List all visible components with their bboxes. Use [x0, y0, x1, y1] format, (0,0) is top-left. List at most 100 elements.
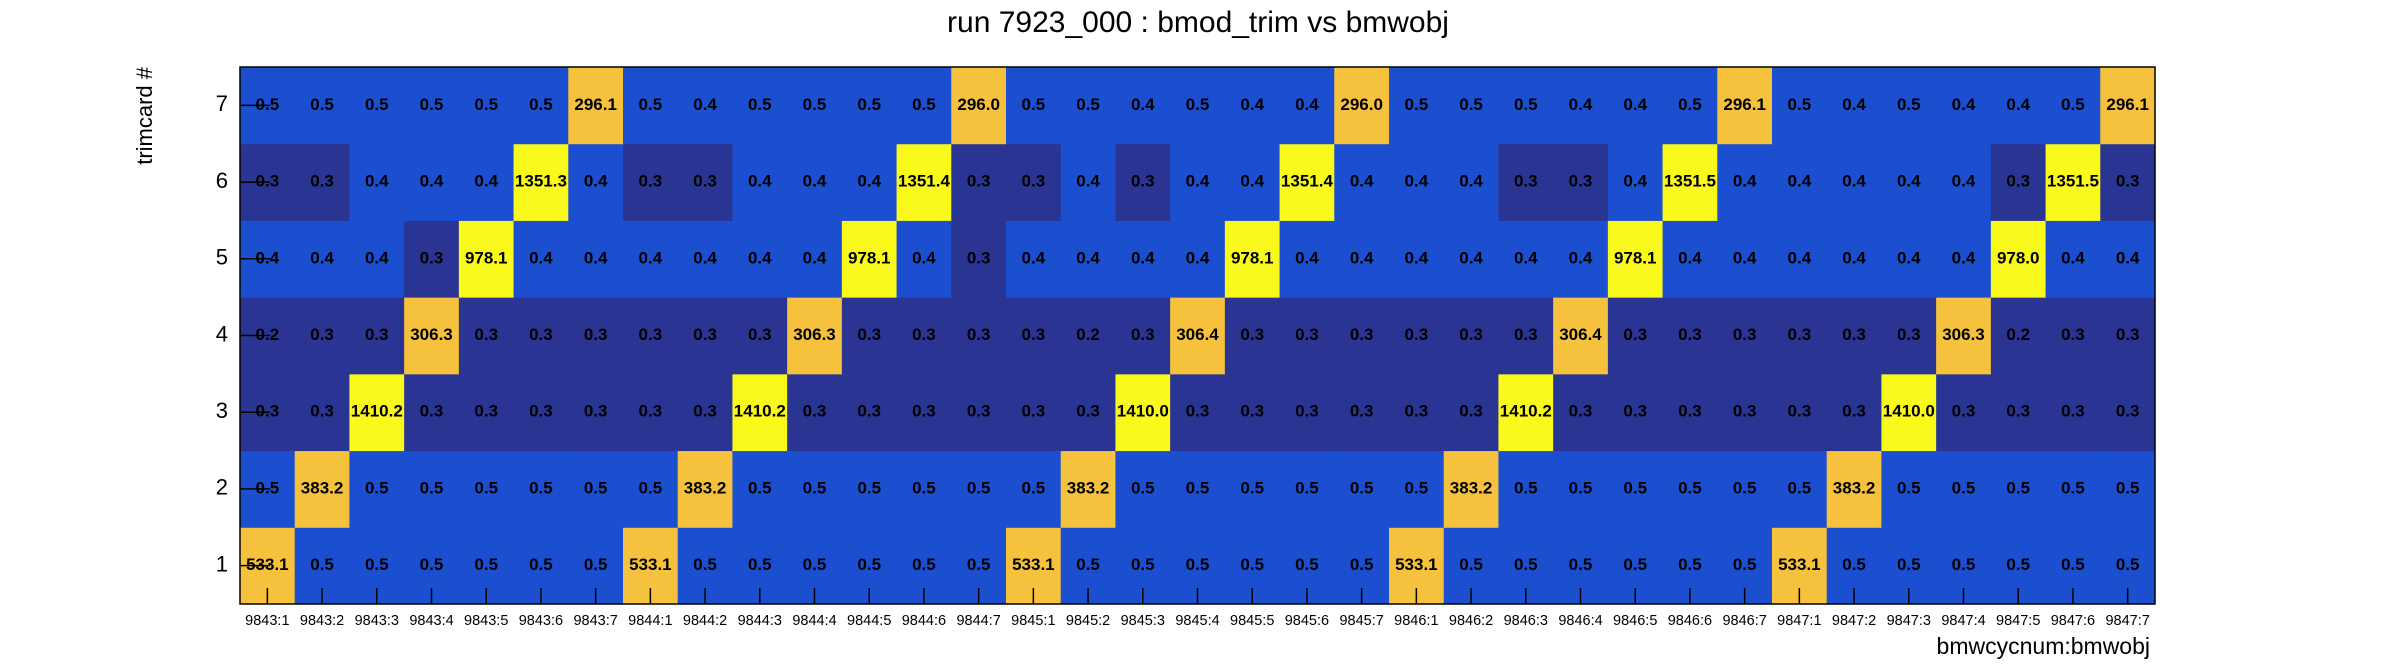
heatmap-cell — [513, 373, 569, 452]
cell-label: 0.4 — [1459, 172, 1483, 191]
heatmap-cell — [1170, 450, 1226, 528]
cell-label: 0.5 — [474, 555, 498, 574]
cell-label: 0.5 — [584, 555, 608, 574]
heatmap-cell — [404, 143, 460, 221]
cell-label: 0.2 — [2006, 325, 2030, 344]
cell-label: 0.5 — [310, 555, 334, 574]
cell-label: 0.5 — [912, 555, 936, 574]
heatmap-cell — [349, 220, 405, 298]
y-axis-title: trimcard # — [132, 66, 157, 165]
heatmap-cell — [1170, 220, 1226, 298]
x-tick-label: 9843:2 — [300, 613, 344, 629]
heatmap-cell — [1334, 373, 1390, 452]
heatmap-cell — [1607, 450, 1664, 528]
heatmap-cell — [1334, 67, 1390, 145]
heatmap-cell — [896, 450, 952, 528]
x-tick-label: 9847:4 — [1941, 613, 1985, 629]
heatmap-cell — [677, 450, 733, 528]
heatmap-cell — [1389, 297, 1445, 375]
heatmap-cell — [1498, 143, 1554, 221]
x-tick-label: 9844:3 — [738, 613, 782, 629]
cell-label: 0.5 — [1186, 95, 1210, 114]
cell-label: 0.3 — [1569, 402, 1593, 421]
cell-label: 0.5 — [1405, 95, 1429, 114]
cell-label: 0.4 — [1405, 248, 1429, 267]
cell-label: 0.5 — [1186, 555, 1210, 574]
cell-label: 0.5 — [967, 555, 991, 574]
cell-label: 0.3 — [1405, 402, 1429, 421]
heatmap-cell — [294, 220, 350, 298]
cell-label: 0.5 — [1022, 478, 1046, 497]
heatmap-cell — [841, 67, 898, 145]
cell-label: 0.3 — [1022, 402, 1046, 421]
cell-label: 0.4 — [1022, 248, 1046, 267]
heatmap-cell — [1279, 220, 1335, 298]
x-tick-label: 9844:4 — [792, 613, 836, 629]
heatmap-cell — [623, 373, 679, 452]
heatmap-cell — [787, 373, 843, 452]
x-tick-label: 9843:4 — [409, 613, 453, 629]
x-tick-label: 9847:2 — [1832, 613, 1876, 629]
cell-label: 0.4 — [310, 248, 334, 267]
cell-label: 0.4 — [1569, 95, 1593, 114]
cell-label: 0.5 — [1897, 555, 1921, 574]
cell-label: 383.2 — [1067, 478, 1110, 497]
cell-label: 978.1 — [465, 248, 508, 267]
cell-label: 0.4 — [1076, 248, 1100, 267]
heatmap-cell — [1990, 220, 2047, 298]
heatmap-cell — [1443, 143, 1499, 221]
heatmap-cell — [1662, 220, 1718, 298]
cell-label: 0.4 — [1569, 248, 1593, 267]
heatmap-cell — [841, 143, 898, 221]
y-tick-label: 3 — [216, 398, 228, 423]
heatmap-cell — [841, 373, 898, 452]
heatmap-cell — [677, 220, 733, 298]
heatmap-cell — [568, 297, 624, 375]
heatmap-cell — [623, 297, 679, 375]
cell-label: 1351.5 — [2047, 172, 2099, 191]
heatmap-cell — [1990, 143, 2047, 221]
heatmap-cell — [1389, 450, 1445, 528]
heatmap-cell — [1936, 450, 1992, 528]
heatmap-cell — [1334, 143, 1390, 221]
cell-label: 0.3 — [1131, 325, 1155, 344]
heatmap-cell — [1170, 143, 1226, 221]
heatmap-cell — [1115, 67, 1171, 145]
cell-label: 533.1 — [246, 555, 289, 574]
heatmap-cell — [1717, 297, 1773, 375]
cell-label: 0.3 — [1076, 402, 1100, 421]
cell-label: 0.3 — [2061, 402, 2085, 421]
cell-label: 0.5 — [1788, 478, 1812, 497]
cell-label: 0.5 — [1076, 555, 1100, 574]
heatmap-cell — [1607, 67, 1664, 145]
heatmap-cell — [1990, 450, 2047, 528]
cell-label: 0.5 — [748, 478, 772, 497]
cell-label: 0.5 — [1295, 478, 1319, 497]
heatmap-cell — [1881, 143, 1937, 221]
y-tick-label: 7 — [216, 91, 228, 116]
cell-label: 0.3 — [310, 402, 334, 421]
heatmap-cell — [1389, 220, 1445, 298]
cell-label: 0.4 — [420, 172, 444, 191]
cell-label: 0.4 — [857, 172, 881, 191]
cell-label: 296.1 — [574, 95, 617, 114]
heatmap-cell — [732, 297, 788, 375]
x-tick-label: 9844:2 — [683, 613, 727, 629]
cell-label: 296.1 — [1723, 95, 1766, 114]
heatmap-cell — [1170, 67, 1226, 145]
cell-label: 0.4 — [1240, 95, 1264, 114]
heatmap-cell — [787, 143, 843, 221]
cell-label: 0.4 — [1733, 248, 1757, 267]
cell-label: 0.3 — [1897, 325, 1921, 344]
heatmap-cell — [1662, 373, 1718, 452]
cell-label: 0.4 — [1186, 248, 1210, 267]
heatmap-cell — [1826, 220, 1882, 298]
x-tick-label: 9843:7 — [573, 613, 617, 629]
cell-label: 0.5 — [639, 478, 663, 497]
heatmap-cell — [513, 67, 569, 145]
cell-label: 0.5 — [912, 478, 936, 497]
heatmap-cell — [787, 450, 843, 528]
cell-label: 383.2 — [1450, 478, 1493, 497]
cell-label: 1351.4 — [898, 172, 951, 191]
cell-label: 0.5 — [584, 478, 608, 497]
